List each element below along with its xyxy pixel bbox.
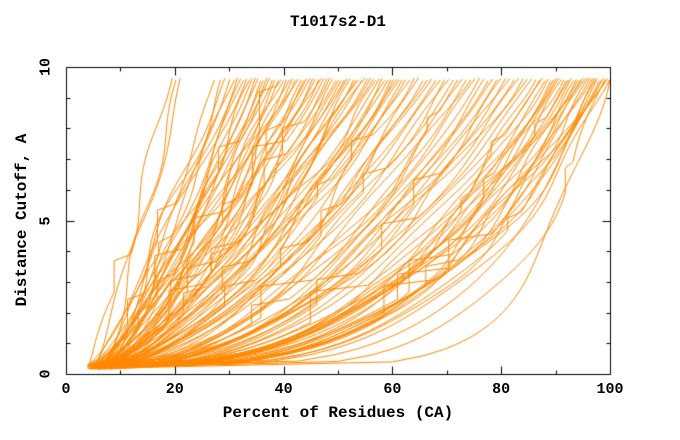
x-tick-label: 80 bbox=[492, 381, 511, 398]
y-tick-label: 0 bbox=[37, 369, 55, 379]
y-tick-label: 10 bbox=[37, 57, 55, 77]
x-tick-label: 60 bbox=[383, 381, 402, 398]
chart-title: T1017s2-D1 bbox=[289, 13, 386, 31]
x-tick-label: 100 bbox=[596, 381, 624, 398]
x-tick-label: 40 bbox=[274, 381, 293, 398]
x-tick-label: 0 bbox=[61, 381, 71, 398]
x-axis-label: Percent of Residues (CA) bbox=[222, 404, 454, 422]
x-tick-label: 20 bbox=[165, 381, 184, 398]
y-tick-label: 5 bbox=[37, 215, 55, 226]
y-axis-label: Distance Cutoff, A bbox=[13, 133, 31, 307]
